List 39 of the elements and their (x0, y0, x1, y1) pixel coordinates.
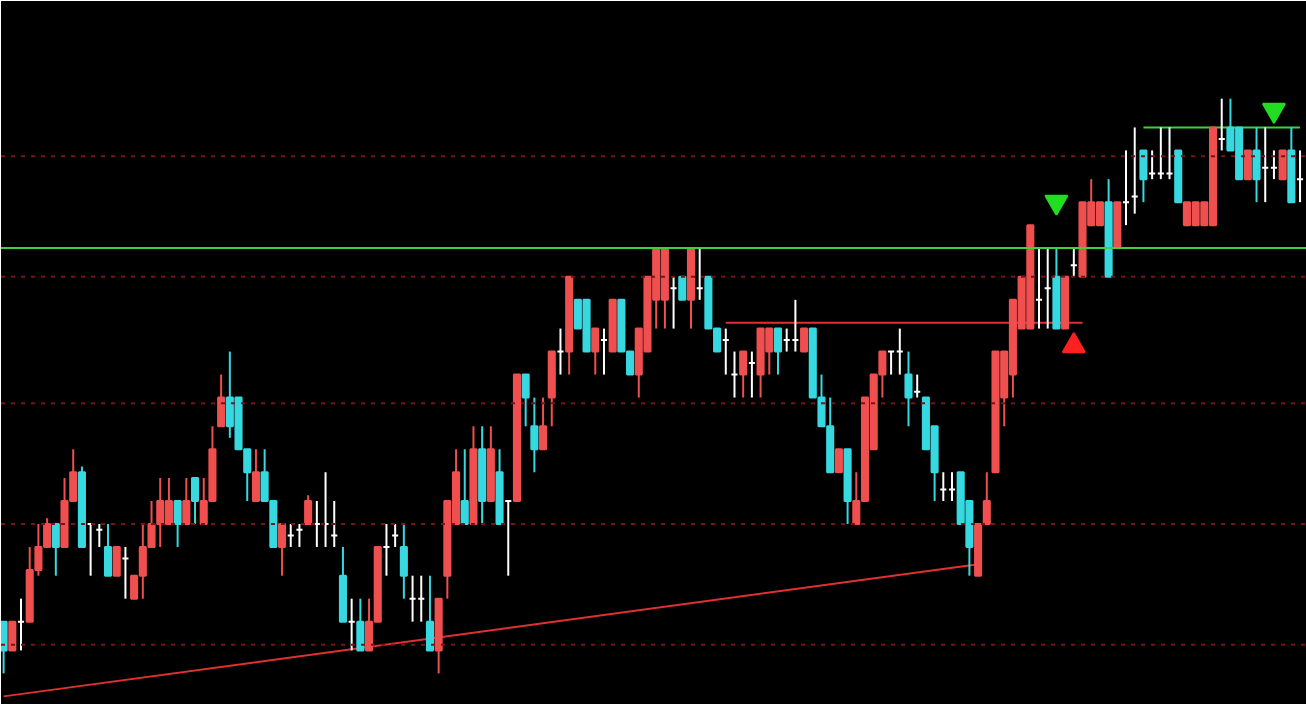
candlestick (51, 522, 60, 577)
candlestick (756, 327, 765, 399)
candlestick (399, 522, 408, 600)
candlestick (800, 327, 809, 353)
candlestick (530, 396, 539, 474)
candlestick (539, 396, 548, 451)
candlestick (1252, 126, 1261, 204)
candlestick (1191, 201, 1200, 227)
candlestick (190, 477, 200, 525)
candlestick (521, 373, 530, 428)
candlestick (773, 327, 783, 376)
candlestick (1095, 201, 1104, 227)
candlestick (547, 350, 556, 428)
candlestick (1, 620, 8, 675)
candlestick (338, 545, 347, 623)
candlestick (765, 327, 774, 376)
candlestick (1113, 201, 1122, 250)
candlestick (251, 448, 260, 502)
candlestick (1139, 149, 1148, 204)
candlestick (904, 350, 913, 428)
candlestick (217, 373, 226, 428)
candlestick (982, 471, 991, 525)
candlestick (173, 499, 182, 548)
candlestick (112, 545, 121, 577)
candlestick (8, 620, 17, 652)
candlestick (356, 597, 365, 652)
candlestick (1278, 149, 1287, 181)
candlestick (591, 327, 600, 376)
candlestick (425, 574, 434, 652)
candlestick (304, 494, 313, 525)
candlestick (182, 477, 191, 525)
candlestick (60, 477, 69, 548)
candlestick (1243, 149, 1252, 181)
candlestick (103, 522, 113, 577)
candlestick (164, 477, 173, 525)
candlestick (277, 522, 287, 577)
candlestick (739, 350, 748, 399)
candlestick (460, 448, 469, 525)
candlestick (834, 448, 843, 474)
